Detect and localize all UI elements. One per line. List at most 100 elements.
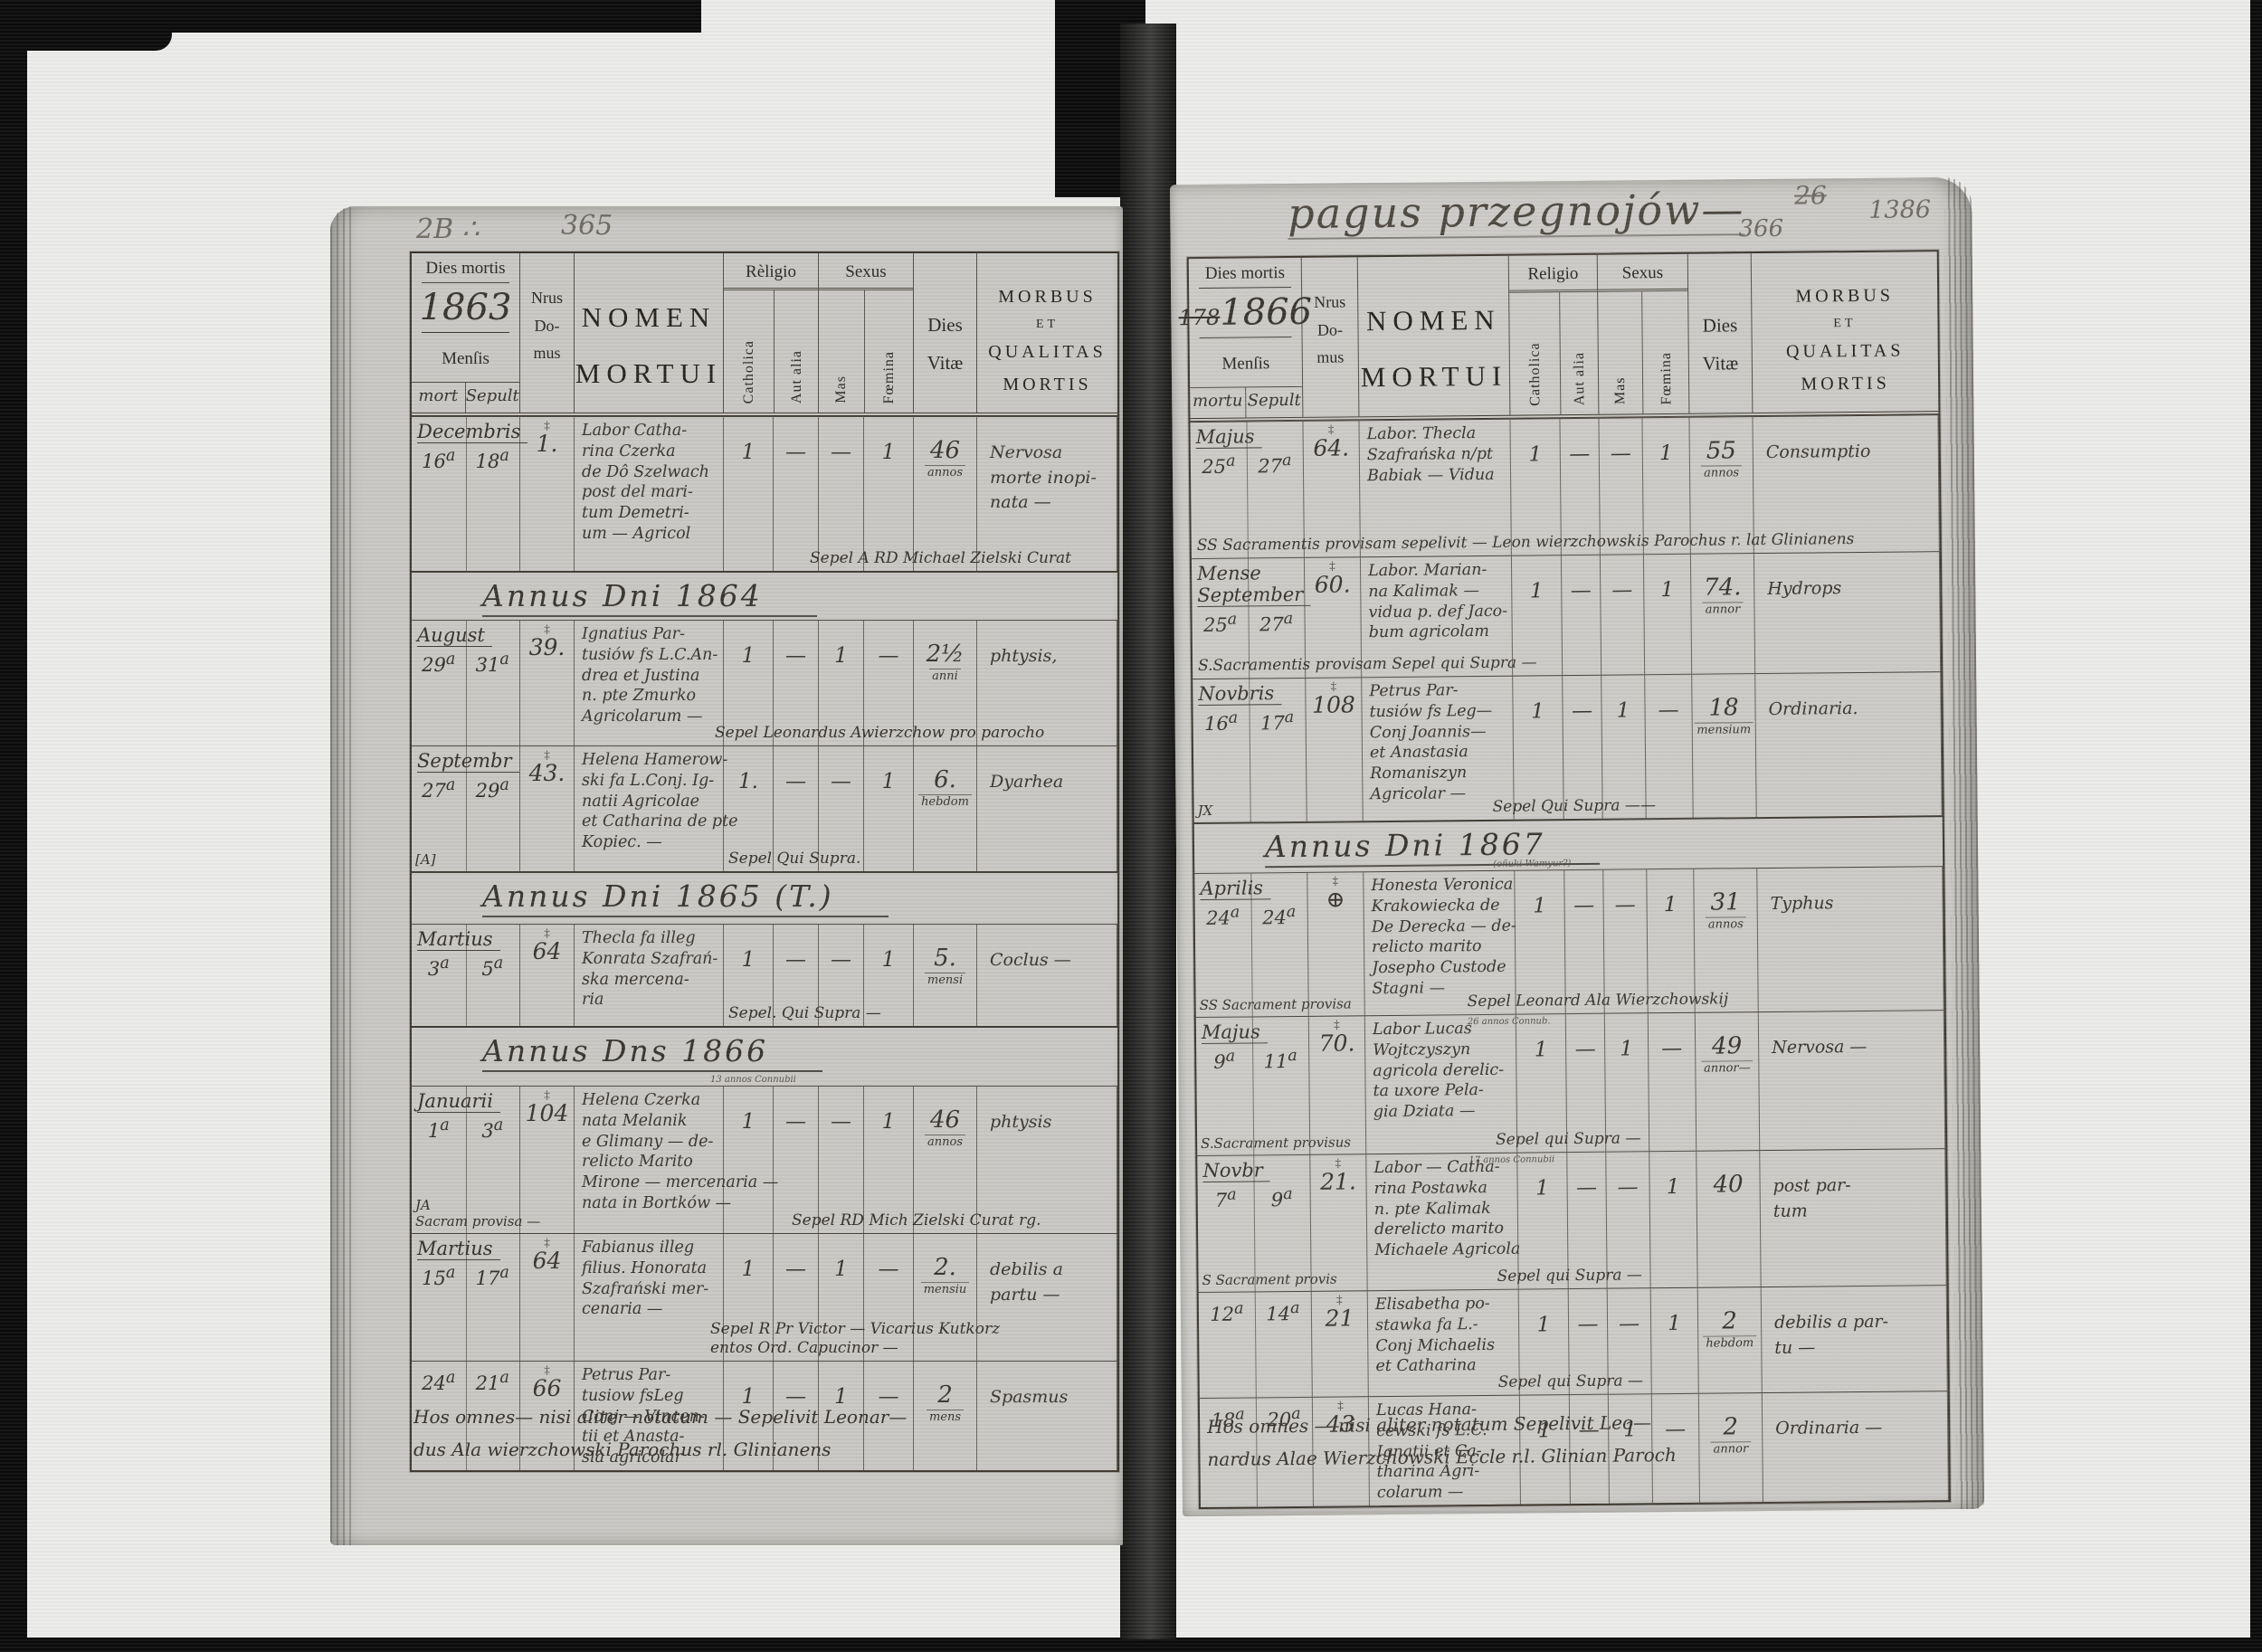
row-foemina-mark: 1: [1649, 1151, 1698, 1288]
mensis-label: Menſis: [442, 349, 489, 368]
rule: [1199, 287, 1291, 289]
row-aut-alia-mark: —: [774, 925, 819, 1026]
house-number: 21.: [1320, 1168, 1357, 1195]
row-catholica-mark: 1.: [724, 746, 774, 871]
scribble-366: 366: [1738, 214, 1784, 243]
header-dies-vitae: Dies Vitæ: [914, 253, 977, 413]
book-gutter: [1120, 24, 1176, 1639]
row-burial-note: Sepel R Pr Victor — Vicarius Kutkorz ento…: [710, 1319, 1001, 1357]
row-month-dates: Novbr 7a 9a S Sacrament provis: [1197, 1154, 1337, 1293]
row-house-number: ‡ 66: [520, 1362, 575, 1470]
row-mas-mark: —: [819, 1087, 864, 1233]
row-aut-alia-mark: —: [774, 1087, 819, 1233]
row-catholica-mark: 1: [724, 1362, 774, 1470]
house-number: 70.: [1318, 1030, 1355, 1057]
row-dies-vitae: 46 annos: [914, 1087, 977, 1233]
age-unit: mensiu: [920, 1282, 970, 1296]
age-unit: annor: [1702, 602, 1744, 617]
row-foemina-mark: —: [864, 621, 914, 745]
row-foemina-mark: —: [1648, 1012, 1697, 1152]
age-unit: mensi: [924, 973, 966, 987]
row-mas-mark: 1: [819, 1362, 864, 1470]
house-number: 1.: [536, 431, 558, 457]
register-page-left: 2B ∴ 365 Dies mortis 1863 Menſis mort Se…: [330, 206, 1123, 1545]
religio-subcolumns: Catholica Aut alia: [724, 290, 818, 413]
row-morbus: post par-tum: [1760, 1149, 1947, 1287]
row-morbus: Typhus: [1757, 867, 1944, 1012]
house-number: 21: [1325, 1305, 1354, 1332]
header-subrow: mort Sepult: [412, 382, 520, 413]
cross-mark-icon: ‡: [544, 926, 550, 939]
row-name: Labor Catha-rina Czerka de Dô Szelwach pos…: [575, 417, 724, 571]
row-name: Thecla fa illeg Konrata Szafrań-ska merce…: [575, 925, 724, 1026]
row-foemina-mark: —: [864, 1234, 914, 1361]
sexus-label: Sexus: [819, 253, 913, 290]
religio-label: Rèligio: [724, 253, 818, 290]
dates-divider: [465, 746, 467, 871]
row-month-dates: August 29a 31a: [412, 621, 520, 745]
film-border-left: [0, 0, 27, 1652]
row-dies-vitae: 5. mensi: [914, 925, 977, 1026]
row-foemina-mark: 1: [864, 1087, 914, 1233]
death-date: 25a: [1202, 610, 1238, 636]
death-date: 7a: [1214, 1185, 1237, 1211]
dates-divider: [465, 1234, 467, 1361]
page-edge-right: [1944, 176, 1985, 1510]
age-value: 2.: [934, 1254, 956, 1281]
row-catholica-mark: 1: [724, 1087, 774, 1233]
header-nomen-mortui: NOMEN MORTUI: [1357, 255, 1511, 417]
burial-date: 31a: [475, 650, 509, 676]
row-mas-mark: 1: [819, 1234, 864, 1361]
sub-sepult-label: Sepult: [465, 386, 519, 405]
annus-annotation: 13 annos Connubii: [710, 1075, 796, 1085]
table-header: Dies mortis 1781866 Menſis mortu Sepult …: [1178, 252, 1939, 422]
row-morbus: debilis a par-tu —: [1761, 1286, 1948, 1393]
death-date: 16a: [422, 447, 456, 472]
cross-mark-icon: ‡: [544, 1087, 550, 1101]
row-foemina-mark: 1: [864, 746, 914, 871]
row-dates: 1a 3a: [412, 1116, 519, 1142]
cross-mark-icon: ‡: [1335, 1292, 1343, 1306]
cross-mark-icon: ‡: [1332, 873, 1339, 888]
header-morbus: MORBUS ET QUALITAS MORTIS: [988, 287, 1107, 395]
age-value: 2: [937, 1381, 953, 1409]
death-date: 29a: [422, 650, 456, 676]
row-foemina-mark: 1: [864, 417, 914, 571]
row-month-dates: Septembr 27a 29a [A]: [412, 746, 520, 871]
row-burial-note: Sepel RD Mich Zielski Curat rg.: [792, 1211, 1041, 1230]
year-section-heading: Annus Dni 1864: [412, 571, 1117, 620]
death-date: 27a: [422, 776, 456, 802]
catholica-label: Catholica: [740, 339, 756, 404]
row-burial-note: Sepel A RD Michael Zielski Curat: [810, 548, 1072, 567]
row-month-dates: Martius 15a 17a: [412, 1234, 520, 1361]
row-name: Ignatius Par-tusiów fs L.C.An-drea et Ju…: [575, 621, 724, 745]
row-month-dates: Decembris 16a 18a: [412, 417, 528, 571]
age-unit: annor: [1710, 1441, 1752, 1457]
row-month: Novbr: [1197, 1159, 1309, 1182]
row-house-number: ‡ 21: [1311, 1291, 1369, 1397]
burial-date: 18a: [475, 447, 509, 472]
row-dies-vitae: 46 annos: [914, 417, 977, 571]
dies-mortis-label: Dies mortis: [1204, 263, 1286, 283]
age-value: 18: [1708, 694, 1739, 722]
row-catholica-mark: 1: [724, 417, 774, 571]
row-foemina-mark: 1: [1650, 1287, 1699, 1394]
row-margin-note: S Sacrament provis: [1202, 1270, 1337, 1288]
row-morbus: Ordinaria.: [1755, 672, 1943, 818]
row-month: Mense September: [1192, 562, 1311, 608]
register-row: Majus 9a 11a S.Sacrament provisus ‡ 70. …: [1195, 1010, 1946, 1156]
death-date: 24a: [422, 1369, 456, 1394]
dates-divider: [465, 1362, 467, 1470]
row-dates: 15a 17a: [412, 1264, 519, 1289]
film-border-right: [2250, 0, 2262, 1652]
row-catholica-mark: 1: [724, 1234, 774, 1361]
register-row: Novbris 16a 17a JX ‡ 108 Petrus Par-tusi…: [1193, 671, 1943, 823]
age-unit: annos: [1700, 465, 1743, 480]
row-foemina-mark: 1: [864, 925, 914, 1026]
row-aut-alia-mark: —: [774, 746, 819, 871]
row-dies-vitae: 6. hebdom: [914, 746, 977, 871]
row-morbus: Coclus —: [977, 925, 1117, 1026]
mas-column: Mas: [1598, 291, 1642, 413]
register-row: Novbr 7a 9a S Sacrament provis ‡ 21. Lab…: [1197, 1148, 1947, 1293]
row-burial-note: Sepel Qui Supra ——: [1492, 795, 1657, 816]
